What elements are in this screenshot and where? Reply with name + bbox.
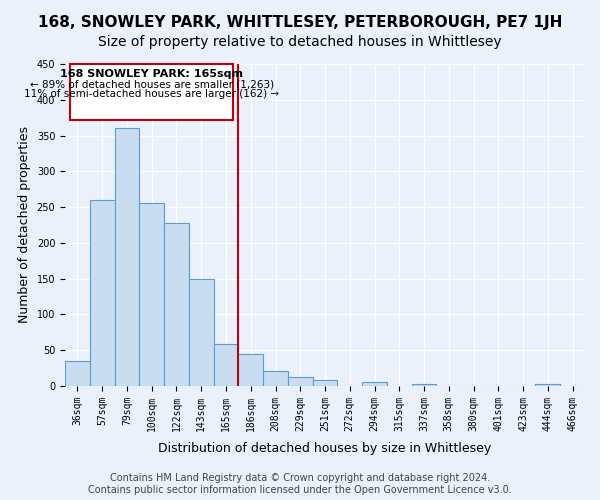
Bar [412,384,436,386]
Bar [90,200,115,386]
Y-axis label: Number of detached properties: Number of detached properties [18,126,31,324]
Bar [535,384,560,386]
Bar [65,361,90,386]
Bar [214,344,238,386]
Bar [115,128,139,386]
X-axis label: Distribution of detached houses by size in Whittlesey: Distribution of detached houses by size … [158,442,491,455]
Bar [288,376,313,386]
Bar [189,278,214,386]
Text: ← 89% of detached houses are smaller (1,263): ← 89% of detached houses are smaller (1,… [29,79,274,89]
FancyBboxPatch shape [70,64,233,120]
Bar [139,204,164,386]
Text: 168 SNOWLEY PARK: 165sqm: 168 SNOWLEY PARK: 165sqm [60,69,243,79]
Bar [164,223,189,386]
Text: 11% of semi-detached houses are larger (162) →: 11% of semi-detached houses are larger (… [24,89,279,99]
Bar [313,380,337,386]
Text: 168, SNOWLEY PARK, WHITTLESEY, PETERBOROUGH, PE7 1JH: 168, SNOWLEY PARK, WHITTLESEY, PETERBORO… [38,15,562,30]
Text: Contains HM Land Registry data © Crown copyright and database right 2024.
Contai: Contains HM Land Registry data © Crown c… [88,474,512,495]
Bar [238,354,263,386]
Text: Size of property relative to detached houses in Whittlesey: Size of property relative to detached ho… [98,35,502,49]
Bar [263,371,288,386]
Bar [362,382,387,386]
